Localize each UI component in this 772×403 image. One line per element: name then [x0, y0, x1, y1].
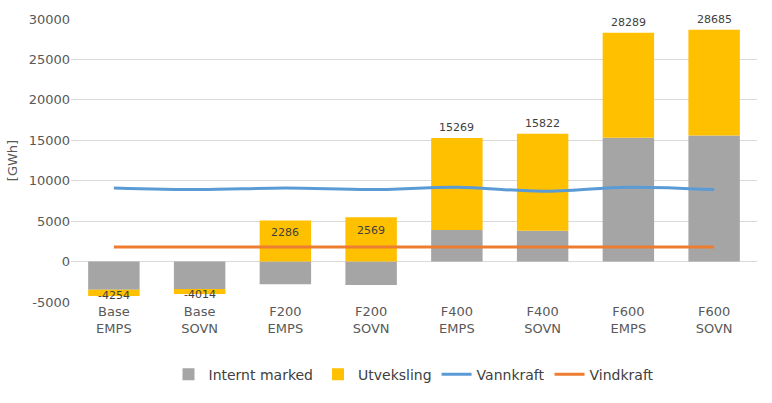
svg-text:28685: 28685 — [697, 13, 732, 26]
svg-text:25000: 25000 — [29, 52, 70, 67]
svg-text:28289: 28289 — [611, 16, 646, 29]
svg-text:2286: 2286 — [271, 226, 299, 239]
svg-text:Vindkraft: Vindkraft — [590, 367, 654, 383]
svg-text:F400EMPS: F400EMPS — [439, 304, 475, 336]
svg-text:Utveksling: Utveksling — [358, 367, 432, 383]
svg-text:BaseSOVN: BaseSOVN — [181, 304, 218, 336]
svg-text:F400SOVN: F400SOVN — [524, 304, 561, 336]
svg-text:F600SOVN: F600SOVN — [696, 304, 733, 336]
svg-text:15822: 15822 — [525, 117, 560, 130]
svg-text:-4014: -4014 — [184, 288, 216, 301]
svg-text:F200EMPS: F200EMPS — [268, 304, 304, 336]
svg-text:-5000: -5000 — [32, 295, 70, 310]
svg-text:10000: 10000 — [29, 173, 70, 188]
svg-text:15000: 15000 — [29, 133, 70, 148]
svg-text:20000: 20000 — [29, 92, 70, 107]
svg-text:F200SOVN: F200SOVN — [353, 304, 390, 336]
svg-text:BaseEMPS: BaseEMPS — [96, 304, 132, 336]
svg-text:-4254: -4254 — [98, 289, 130, 302]
svg-text:[GWh]: [GWh] — [5, 140, 20, 181]
svg-text:Internt marked: Internt marked — [209, 367, 314, 383]
svg-text:Vannkraft: Vannkraft — [477, 367, 545, 383]
svg-text:30000: 30000 — [29, 12, 70, 27]
svg-text:2569: 2569 — [357, 224, 385, 237]
svg-text:F600EMPS: F600EMPS — [611, 304, 647, 336]
svg-text:5000: 5000 — [37, 214, 70, 229]
svg-text:15269: 15269 — [439, 121, 474, 134]
svg-text:0: 0 — [62, 254, 70, 269]
